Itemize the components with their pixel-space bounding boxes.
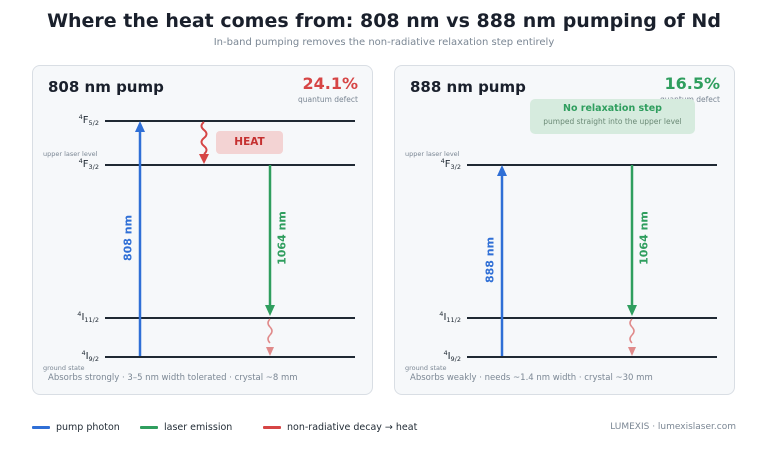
level-line-f32	[105, 164, 355, 166]
level-label-f32: 4F3/2	[78, 157, 99, 171]
legend-label-pump: pump photon	[56, 422, 120, 433]
level-line-i112	[105, 317, 355, 319]
upper-laser-level-note: upper laser level	[43, 150, 98, 158]
page-subtitle: In-band pumping removes the non-radiativ…	[213, 37, 555, 48]
laser-wavelength-label: 1064 nm	[275, 211, 289, 265]
legend-item-laser: laser emission	[140, 422, 232, 433]
level-line-f52	[105, 120, 355, 122]
quantum-defect-value: 24.1%	[302, 74, 358, 93]
level-label-f32: 4F3/2	[440, 157, 461, 171]
panel-footnote: Absorbs strongly · 3–5 nm width tolerate…	[48, 373, 298, 383]
callout-title: No relaxation step	[563, 103, 662, 114]
transition-arrows	[497, 165, 637, 356]
ground-decay-arrowhead	[266, 347, 274, 356]
ground-decay-squiggle	[629, 318, 635, 344]
level-line-f32	[467, 164, 717, 166]
level-line-i92	[105, 356, 355, 358]
pump-wavelength-label: 808 nm	[121, 214, 135, 262]
level-line-i92	[467, 356, 717, 358]
legend-swatch-pump	[32, 426, 50, 429]
panel-title: 808 nm pump	[48, 78, 164, 96]
legend-swatch-heat	[263, 426, 281, 429]
brand-footer: LUMEXIS · lumexislaser.com	[610, 422, 736, 432]
quantum-defect-label: quantum defect	[298, 95, 358, 104]
legend-item-heat: non-radiative decay → heat	[263, 422, 417, 433]
panel-888nm: 888 nm pump 16.5% quantum defect No rela…	[394, 65, 735, 395]
ground-state-note: ground state	[43, 364, 85, 372]
level-line-i112	[467, 317, 717, 319]
legend-label-heat: non-radiative decay → heat	[287, 422, 418, 433]
level-label-f52: 4F5/2	[78, 113, 99, 127]
level-label-i112: 4I11/2	[439, 310, 461, 324]
pump-arrowhead	[497, 165, 507, 176]
level-label-i112: 4I11/2	[77, 310, 99, 324]
legend-item-pump: pump photon	[32, 422, 120, 433]
panel-title: 888 nm pump	[410, 78, 526, 96]
heat-decay-arrowhead	[199, 154, 209, 164]
pump-wavelength-label: 888 nm	[483, 236, 497, 284]
legend-swatch-laser	[140, 426, 158, 429]
ground-decay-squiggle	[267, 318, 273, 344]
ground-state-note: ground state	[405, 364, 447, 372]
panel-footnote: Absorbs weakly · needs ~1.4 nm width · c…	[410, 373, 653, 383]
laser-arrowhead	[627, 305, 637, 316]
heat-decay-squiggle	[200, 121, 208, 155]
legend-label-laser: laser emission	[164, 422, 233, 433]
heat-label: HEAT	[216, 131, 283, 154]
panel-808nm: 808 nm pump 24.1% quantum defect 4F5/2 4…	[32, 65, 373, 395]
no-relaxation-callout: No relaxation step pumped straight into …	[530, 99, 695, 134]
laser-wavelength-label: 1064 nm	[637, 211, 651, 265]
level-label-i92: 4I9/2	[81, 349, 99, 363]
upper-laser-level-note: upper laser level	[405, 150, 460, 158]
callout-subtitle: pumped straight into the upper level	[543, 117, 682, 126]
quantum-defect-value: 16.5%	[664, 74, 720, 93]
page-title: Where the heat comes from: 808 nm vs 888…	[47, 10, 721, 32]
pump-arrowhead	[135, 121, 145, 132]
ground-decay-arrowhead	[628, 347, 636, 356]
transition-arrows	[135, 121, 275, 356]
level-label-i92: 4I9/2	[443, 349, 461, 363]
laser-arrowhead	[265, 305, 275, 316]
